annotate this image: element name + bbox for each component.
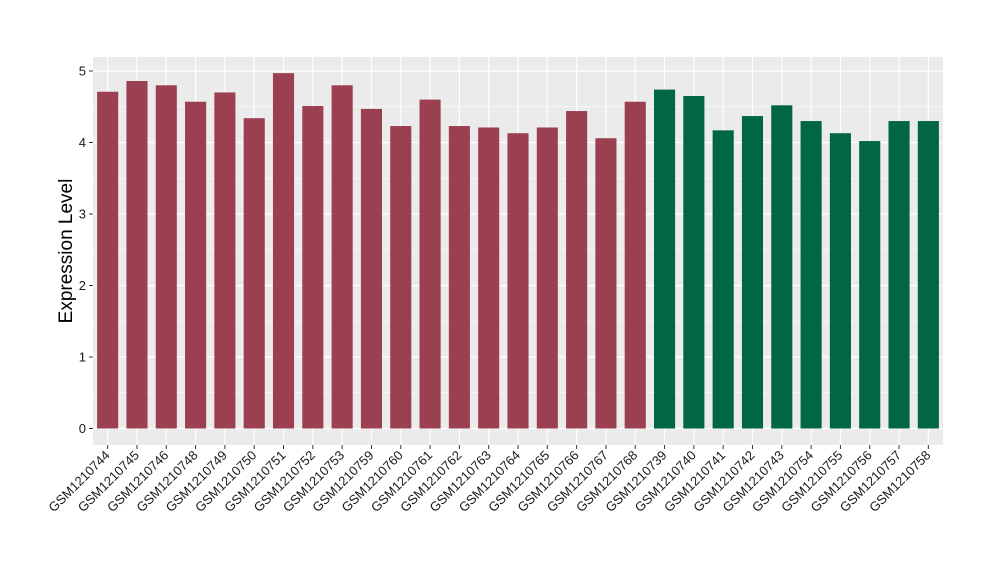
bar [448,126,470,429]
bar [888,121,910,429]
bar [859,141,881,429]
bar [624,101,646,429]
bar [360,108,382,429]
bar [712,130,734,429]
bar [595,138,617,429]
bar [302,106,324,429]
bar [97,91,119,429]
bar [917,121,939,429]
y-tick-label: 4 [79,135,86,150]
y-axis: 0 1 2 3 4 5 [79,64,93,436]
bar [390,126,412,429]
bar [829,133,851,429]
bar [800,121,822,429]
bar [419,99,441,429]
bar [771,105,793,429]
bar [741,116,764,429]
bar [126,81,148,429]
y-tick-label: 3 [79,207,86,222]
y-tick-label: 0 [79,421,86,436]
bar [185,101,207,429]
bar [507,133,529,429]
bar [214,92,236,429]
bar [536,127,558,429]
x-axis: GSM1210744GSM1210745GSM1210746GSM1210748… [45,445,933,515]
bar [566,111,588,429]
y-tick-label: 5 [79,64,86,79]
y-tick-label: 1 [79,350,86,365]
bar [155,85,177,429]
bar [478,127,500,429]
bar [243,118,265,429]
y-tick-label: 2 [79,278,86,293]
bars [97,73,939,429]
bar [331,85,353,429]
bar [654,89,676,429]
y-axis-title: Expression Level [56,179,77,324]
bar [272,73,295,429]
bar [683,96,705,429]
